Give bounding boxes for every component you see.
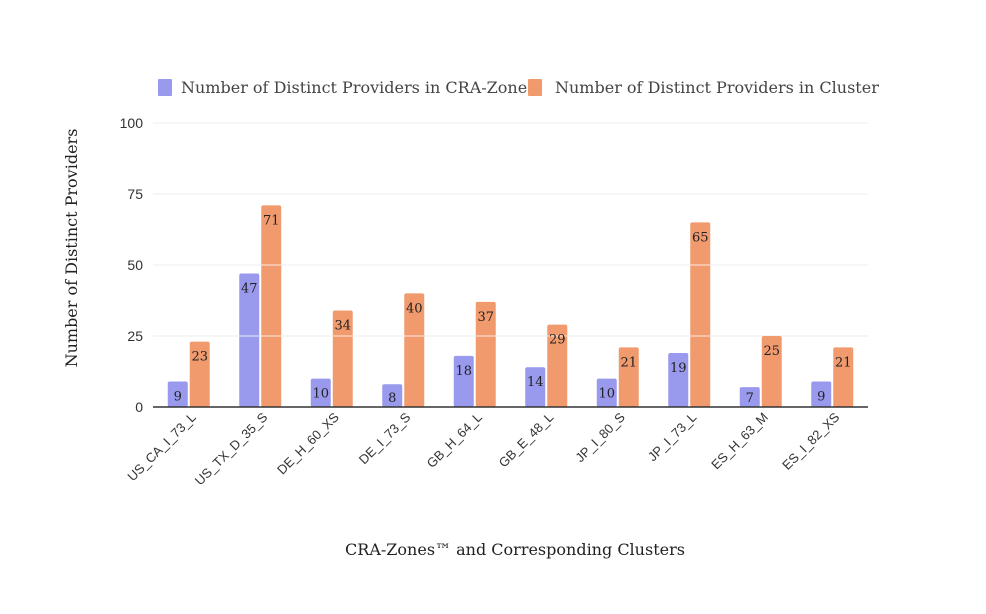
bar-DE_H_60_XS-series-2 bbox=[332, 310, 353, 407]
bar-JP_I_80_S-series-1 bbox=[596, 378, 617, 407]
legend-swatch-series-2 bbox=[528, 79, 542, 96]
y-tick-label-4: 100 bbox=[120, 115, 144, 131]
legend-label-series-2: Number of Distinct Providers in Cluster bbox=[555, 78, 879, 97]
data-label-US_CA_I_73_L-series-2: 23 bbox=[191, 350, 208, 365]
x-tick-label-0: US_CA_I_73_L bbox=[124, 410, 198, 484]
bar-JP_I_80_S-series-2 bbox=[618, 347, 639, 407]
bar-GB_H_64_L-series-2 bbox=[475, 301, 496, 407]
data-label-DE_I_73_S-series-1: 8 bbox=[388, 391, 396, 406]
x-tick-label-3: DE_I_73_S bbox=[356, 409, 414, 467]
axes: 0 25 50 75 100 US_CA_I_73_LUS_TX_D_35_S DE_H_6… bbox=[120, 115, 868, 488]
y-axis-title: Number of Distinct Providers bbox=[62, 129, 81, 368]
data-label-DE_I_73_S-series-2: 40 bbox=[406, 301, 423, 316]
x-tick-label-1: US_TX_D_35_S bbox=[192, 409, 271, 488]
x-tick-label-6: JP_I_80_S bbox=[572, 409, 628, 465]
bar-US_CA_I_73_L-series-1 bbox=[167, 381, 188, 407]
data-label-GB_E_48_L-series-1: 14 bbox=[527, 375, 544, 390]
x-tick-label-8: ES_H_63_M bbox=[708, 410, 771, 473]
x-tick-label-2: DE_H_60_XS bbox=[274, 409, 342, 477]
bar-ES_H_63_M-series-2 bbox=[761, 336, 782, 407]
bar-US_CA_I_73_L-series-2 bbox=[189, 341, 210, 407]
data-label-GB_E_48_L-series-2: 29 bbox=[549, 333, 566, 348]
legend-swatch-series-1 bbox=[158, 79, 172, 96]
x-tick-label-4: GB_H_64_L bbox=[424, 410, 485, 471]
bar-ES_H_63_M-series-1 bbox=[739, 387, 760, 407]
data-label-JP_I_80_S-series-2: 21 bbox=[620, 355, 637, 370]
data-label-ES_H_63_M-series-1: 7 bbox=[746, 391, 754, 406]
data-label-US_CA_I_73_L-series-1: 9 bbox=[174, 389, 182, 404]
data-label-US_TX_D_35_S-series-2: 71 bbox=[263, 213, 280, 228]
y-tick-label-3: 75 bbox=[127, 186, 143, 202]
x-axis-title: CRA-Zones™ and Corresponding Clusters bbox=[345, 540, 685, 559]
data-label-JP_I_73_L-series-2: 65 bbox=[692, 230, 709, 245]
legend-label-series-1: Number of Distinct Providers in CRA-Zone bbox=[181, 78, 527, 97]
x-tick-label-7: JP_I_73_L bbox=[645, 410, 700, 465]
bars: 9 23 47 71 10 34 8 40 18 37 14 29 10 21 19 65 7 25 9 21 bbox=[167, 205, 854, 407]
data-label-ES_H_63_M-series-2: 25 bbox=[763, 344, 780, 359]
bar-US_TX_D_35_S-series-1 bbox=[239, 273, 260, 407]
data-label-JP_I_73_L-series-1: 19 bbox=[670, 361, 687, 376]
bar-ES_I_82_XS-series-2 bbox=[833, 347, 854, 407]
bar-US_TX_D_35_S-series-2 bbox=[261, 205, 282, 407]
data-label-JP_I_80_S-series-1: 10 bbox=[598, 387, 615, 402]
data-label-DE_H_60_XS-series-2: 34 bbox=[334, 318, 351, 333]
bar-ES_I_82_XS-series-1 bbox=[811, 381, 832, 407]
data-label-US_TX_D_35_S-series-1: 47 bbox=[241, 282, 258, 297]
legend[interactable]: Number of Distinct Providers in CRA-Zone… bbox=[158, 78, 879, 97]
data-label-ES_I_82_XS-series-2: 21 bbox=[835, 355, 852, 370]
x-tick-label-9: ES_I_82_XS bbox=[779, 409, 842, 472]
bar-GB_E_48_L-series-1 bbox=[525, 367, 546, 407]
bar-DE_I_73_S-series-1 bbox=[382, 384, 403, 407]
y-tick-label-1: 25 bbox=[127, 328, 143, 344]
data-label-GB_H_64_L-series-1: 18 bbox=[455, 364, 472, 379]
data-label-GB_H_64_L-series-2: 37 bbox=[477, 310, 494, 325]
gridlines bbox=[153, 122, 868, 337]
bar-GB_H_64_L-series-1 bbox=[453, 355, 474, 407]
bar-GB_E_48_L-series-2 bbox=[547, 324, 568, 407]
bar-JP_I_73_L-series-2 bbox=[690, 222, 711, 407]
bar-JP_I_73_L-series-1 bbox=[668, 353, 689, 407]
bar-DE_H_60_XS-series-1 bbox=[310, 378, 331, 407]
x-tick-label-5: GB_E_48_L bbox=[496, 410, 557, 471]
data-label-ES_I_82_XS-series-1: 9 bbox=[817, 389, 825, 404]
y-tick-label-2: 50 bbox=[127, 257, 143, 273]
bar-DE_I_73_S-series-2 bbox=[404, 293, 425, 407]
y-tick-label-0: 0 bbox=[135, 399, 143, 415]
data-label-DE_H_60_XS-series-1: 10 bbox=[312, 387, 329, 402]
